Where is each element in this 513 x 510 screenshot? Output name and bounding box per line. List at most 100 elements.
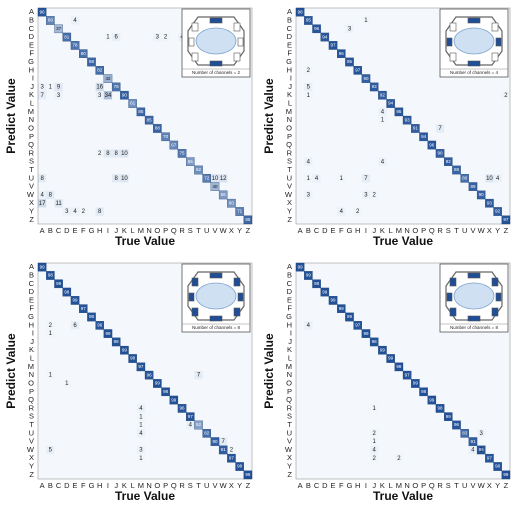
y-tick-label: V xyxy=(29,437,34,446)
diagonal-cell xyxy=(177,404,187,413)
x-tick-label: I xyxy=(365,481,367,490)
cell-label: 96 xyxy=(429,142,435,147)
x-tick-label: A xyxy=(298,226,303,235)
x-tick-label: V xyxy=(212,481,217,490)
inset-electrode xyxy=(495,292,502,302)
diagonal-cell xyxy=(501,215,511,225)
cell-label: 4 xyxy=(381,109,385,115)
x-tick-label: D xyxy=(64,226,70,235)
cell xyxy=(103,91,113,100)
cell-label: 3 xyxy=(139,448,143,454)
y-tick-label: E xyxy=(29,295,34,304)
cell-label: 1 xyxy=(340,176,344,182)
cell-label: 99 xyxy=(105,331,111,336)
cell-label: 93 xyxy=(487,200,493,205)
cell-label: 4 xyxy=(189,423,193,429)
diagonal-cell xyxy=(54,279,63,289)
cell-label: 98 xyxy=(64,289,70,294)
diagonal-cell xyxy=(218,190,228,200)
cell xyxy=(304,157,313,166)
inset-electrode xyxy=(467,17,481,24)
x-tick-label: K xyxy=(122,226,127,235)
cell xyxy=(120,149,129,158)
cell-label: 10 xyxy=(121,176,128,182)
cell-label: 1 xyxy=(106,35,110,41)
x-tick-label: L xyxy=(389,481,393,490)
cell-label: 67 xyxy=(171,142,177,147)
x-tick-label: P xyxy=(163,481,168,490)
cell-label: 98 xyxy=(48,273,54,278)
x-tick-label: N xyxy=(146,226,151,235)
inset-electrode xyxy=(209,60,223,67)
y-tick-label: X xyxy=(29,198,34,207)
cell-label: 99 xyxy=(73,298,79,303)
cell-label: 2 xyxy=(373,456,377,462)
diagonal-cell xyxy=(218,445,228,455)
diagonal-cell xyxy=(402,370,412,380)
x-tick-label: X xyxy=(229,481,234,490)
cell-label: 97 xyxy=(487,455,493,460)
diagonal-cell xyxy=(419,387,428,397)
cell-label: 98 xyxy=(163,389,169,394)
x-tick-label: P xyxy=(421,226,426,235)
cell-label: 4 xyxy=(381,159,385,165)
cell-label: 52 xyxy=(196,422,202,427)
diagonal-cell xyxy=(444,157,453,166)
diagonal-cell xyxy=(70,41,80,50)
x-tick-label: O xyxy=(412,226,418,235)
y-tick-label: N xyxy=(287,115,292,124)
y-tick-label: L xyxy=(30,354,34,363)
x-tick-label: Z xyxy=(504,226,509,235)
y-tick-label: G xyxy=(28,312,34,321)
cell-label: 2 xyxy=(373,431,377,437)
cell-label: 96 xyxy=(97,322,103,327)
inset-electrode xyxy=(237,37,244,47)
cell xyxy=(112,32,121,42)
diagonal-cell xyxy=(103,329,113,338)
x-tick-label: N xyxy=(404,226,409,235)
diagonal-cell xyxy=(468,437,478,446)
cell-label: 99 xyxy=(503,472,509,477)
cell-label: 1 xyxy=(49,331,53,337)
y-tick-label: D xyxy=(287,32,293,41)
cell-label: 5 xyxy=(307,85,311,91)
inset-electrode xyxy=(209,272,223,279)
y-tick-label: K xyxy=(29,345,34,354)
y-tick-label: Z xyxy=(287,215,292,224)
x-tick-label: L xyxy=(131,226,135,235)
cell-label: 99 xyxy=(122,347,128,352)
x-tick-label: Q xyxy=(429,226,435,235)
cell-label: 10 xyxy=(212,176,219,182)
y-tick-label: K xyxy=(287,345,292,354)
y-axis-title: Predict Value xyxy=(262,333,276,409)
cell-label: 93 xyxy=(405,117,411,122)
cell-label: 99 xyxy=(298,264,304,269)
y-tick-label: I xyxy=(290,74,292,83)
diagonal-cell xyxy=(452,165,461,175)
x-tick-label: S xyxy=(446,481,451,490)
y-tick-label: Z xyxy=(29,470,34,479)
y-tick-label: Y xyxy=(29,207,34,216)
cell-label: 55 xyxy=(188,159,194,164)
cell-label: 6 xyxy=(73,323,77,329)
diagonal-cell xyxy=(411,124,420,133)
cell xyxy=(95,207,104,216)
diagonal-cell xyxy=(153,379,162,388)
cell xyxy=(210,174,220,183)
y-tick-label: Y xyxy=(287,462,292,471)
cell-label: 60 xyxy=(229,200,235,205)
diagonal-cell xyxy=(312,24,321,34)
diagonal-cell xyxy=(411,379,420,388)
y-tick-label: W xyxy=(285,190,293,199)
diagonal-cell xyxy=(186,157,195,166)
cell xyxy=(38,91,47,100)
cell-label: 97 xyxy=(355,322,361,327)
diagonal-cell xyxy=(402,115,412,125)
x-tick-label: Y xyxy=(495,481,500,490)
y-tick-label: I xyxy=(32,329,34,338)
cell-label: 2 xyxy=(49,323,53,329)
inset-electrode xyxy=(188,37,195,47)
y-tick-label: L xyxy=(288,99,292,108)
x-tick-label: Y xyxy=(237,226,242,235)
